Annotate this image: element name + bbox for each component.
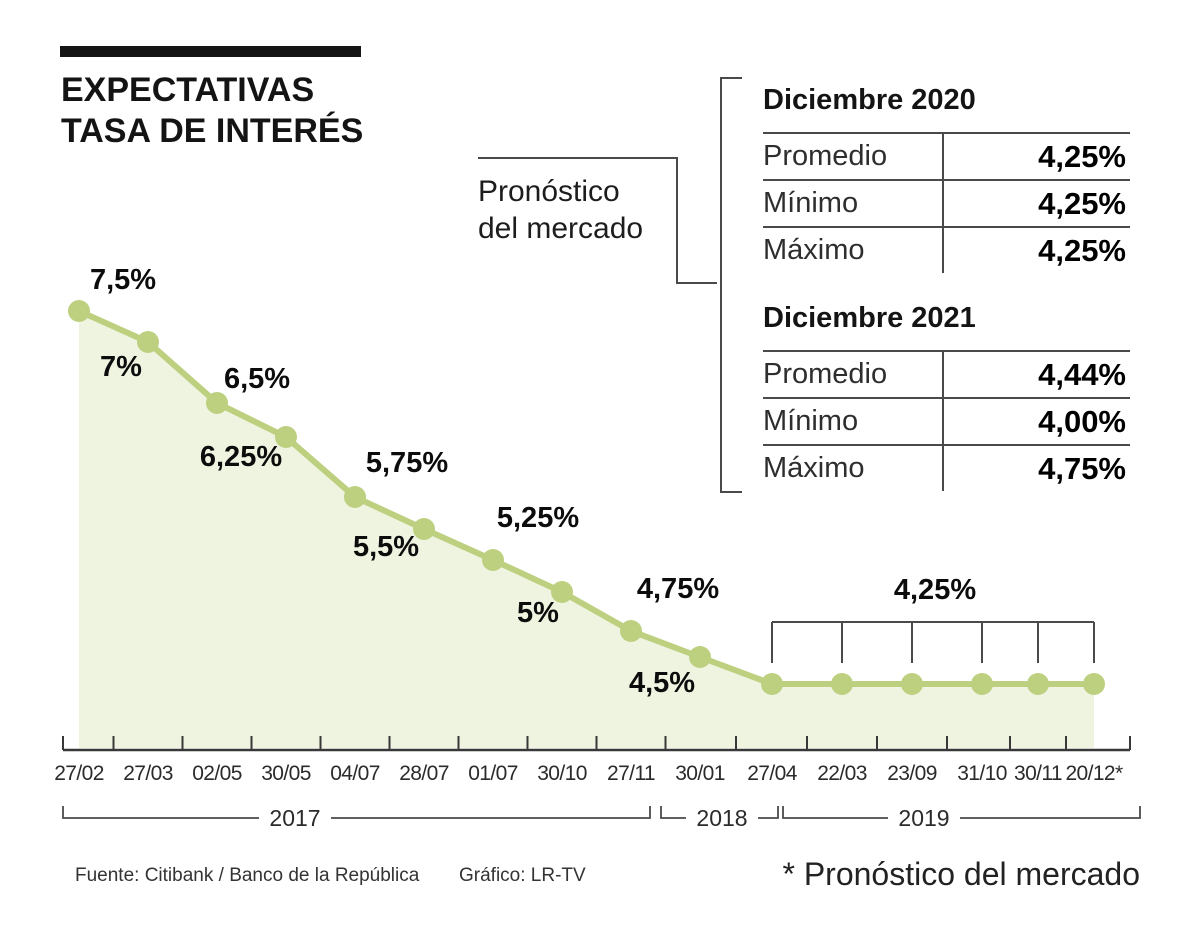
data-point-marker bbox=[137, 331, 159, 353]
x-tick-label: 02/05 bbox=[192, 762, 242, 785]
row-label: Promedio bbox=[763, 140, 888, 172]
row-value: 4,44% bbox=[1038, 356, 1126, 392]
point-value-label: 4,75% bbox=[636, 573, 720, 605]
row-label: Máximo bbox=[763, 234, 865, 266]
x-tick-label: 27/03 bbox=[123, 762, 173, 785]
x-tick-label: 28/07 bbox=[399, 762, 449, 785]
row-label: Promedio bbox=[763, 358, 888, 390]
table-row: Máximo 4,25% bbox=[763, 226, 1130, 273]
data-point-marker bbox=[831, 673, 853, 695]
x-tick-label: 20/12* bbox=[1065, 762, 1123, 785]
year-bracket-right bbox=[758, 806, 779, 819]
table-row: Mínimo 4,00% bbox=[763, 397, 1130, 444]
data-point-marker bbox=[551, 581, 573, 603]
data-point-marker bbox=[482, 549, 504, 571]
forecast-label-connector-line bbox=[478, 157, 717, 284]
page-title-line2: TASA DE INTERÉS bbox=[61, 112, 364, 150]
data-point-marker bbox=[206, 392, 228, 414]
year-bracket-right bbox=[331, 806, 651, 819]
year-bracket-right bbox=[960, 806, 1141, 819]
point-value-label: 7,5% bbox=[89, 264, 157, 296]
point-value-label: 6,5% bbox=[223, 363, 291, 395]
x-tick-label: 04/07 bbox=[330, 762, 380, 785]
data-point-marker bbox=[620, 620, 642, 642]
x-tick-label: 30/11 bbox=[1014, 762, 1063, 785]
data-point-marker bbox=[68, 300, 90, 322]
row-value: 4,25% bbox=[1038, 138, 1126, 174]
row-value: 4,75% bbox=[1038, 450, 1126, 486]
x-tick-label: 31/10 bbox=[957, 762, 1007, 785]
data-point-marker bbox=[1027, 673, 1049, 695]
table-row: Mínimo 4,25% bbox=[763, 179, 1130, 226]
x-tick-label: 23/09 bbox=[887, 762, 937, 785]
forecast-callout-label: Pronóstico del mercado bbox=[478, 173, 643, 247]
point-value-label: 5% bbox=[517, 597, 559, 629]
page-title-line1: EXPECTATIVAS bbox=[61, 71, 315, 109]
year-label: 2019 bbox=[898, 805, 950, 831]
point-value-label: 6,25% bbox=[199, 441, 283, 473]
point-value-label: 7% bbox=[100, 351, 142, 383]
forecast-label-line1: Pronóstico bbox=[478, 175, 620, 208]
year-bracket-left bbox=[660, 806, 686, 819]
data-point-marker bbox=[1083, 673, 1105, 695]
year-label: 2017 bbox=[269, 805, 321, 831]
forecast-tables-bracket bbox=[720, 77, 742, 493]
x-tick-label: 30/05 bbox=[261, 762, 311, 785]
asterisk-footnote: * Pronóstico del mercado bbox=[782, 856, 1140, 892]
row-value: 4,25% bbox=[1038, 185, 1126, 221]
forecast-table-2021-title: Diciembre 2021 bbox=[763, 302, 976, 334]
point-value-label: 5,25% bbox=[496, 502, 580, 534]
row-label: Mínimo bbox=[763, 187, 859, 219]
table-row: Promedio 4,44% bbox=[763, 352, 1130, 397]
data-point-marker bbox=[761, 673, 783, 695]
table-column-divider bbox=[942, 352, 944, 491]
forecast-table-2020-body: Promedio 4,25% Mínimo 4,25% Máximo 4,25% bbox=[763, 132, 1130, 273]
row-value: 4,00% bbox=[1038, 403, 1126, 439]
point-value-label: 5,75% bbox=[365, 447, 449, 479]
forecast-table-2021-body: Promedio 4,44% Mínimo 4,00% Máximo 4,75% bbox=[763, 350, 1130, 491]
data-point-marker bbox=[275, 426, 297, 448]
source-credit: Fuente: Citibank / Banco de la República bbox=[75, 865, 420, 886]
flat-segment-value-label: 4,25% bbox=[893, 574, 977, 606]
data-point-marker bbox=[971, 673, 993, 695]
x-tick-label: 01/07 bbox=[468, 762, 518, 785]
forecast-label-line2: del mercado bbox=[478, 212, 644, 245]
graphic-credit: Gráfico: LR-TV bbox=[459, 865, 586, 886]
x-tick-label: 22/03 bbox=[817, 762, 867, 785]
data-point-marker bbox=[901, 673, 923, 695]
year-bracket-left bbox=[62, 806, 259, 819]
x-tick-label: 30/10 bbox=[537, 762, 587, 785]
data-point-marker bbox=[413, 518, 435, 540]
year-bracket-left bbox=[782, 806, 888, 819]
data-point-marker bbox=[689, 646, 711, 668]
forecast-table-2020-title: Diciembre 2020 bbox=[763, 84, 976, 116]
row-value: 4,25% bbox=[1038, 232, 1126, 268]
x-tick-label: 30/01 bbox=[675, 762, 725, 785]
row-label: Máximo bbox=[763, 452, 865, 484]
point-value-label: 5,5% bbox=[352, 531, 420, 563]
x-tick-label: 27/02 bbox=[54, 762, 104, 785]
x-tick-label: 27/04 bbox=[747, 762, 797, 785]
rate-area-fill bbox=[79, 311, 1094, 748]
forecast-table-2021: Diciembre 2021 Promedio 4,44% Mínimo 4,0… bbox=[763, 302, 1130, 491]
data-point-marker bbox=[344, 486, 366, 508]
rate-line bbox=[77, 308, 1094, 687]
page-title: EXPECTATIVAS TASA DE INTERÉS bbox=[61, 70, 363, 152]
table-row: Promedio 4,25% bbox=[763, 134, 1130, 179]
year-label: 2018 bbox=[696, 805, 748, 831]
table-row: Máximo 4,75% bbox=[763, 444, 1130, 491]
title-accent-bar bbox=[60, 46, 361, 57]
row-label: Mínimo bbox=[763, 405, 859, 437]
forecast-table-2020: Diciembre 2020 Promedio 4,25% Mínimo 4,2… bbox=[763, 84, 1130, 273]
x-tick-label: 27/11 bbox=[607, 762, 656, 785]
point-value-label: 4,5% bbox=[628, 667, 696, 699]
table-column-divider bbox=[942, 134, 944, 273]
